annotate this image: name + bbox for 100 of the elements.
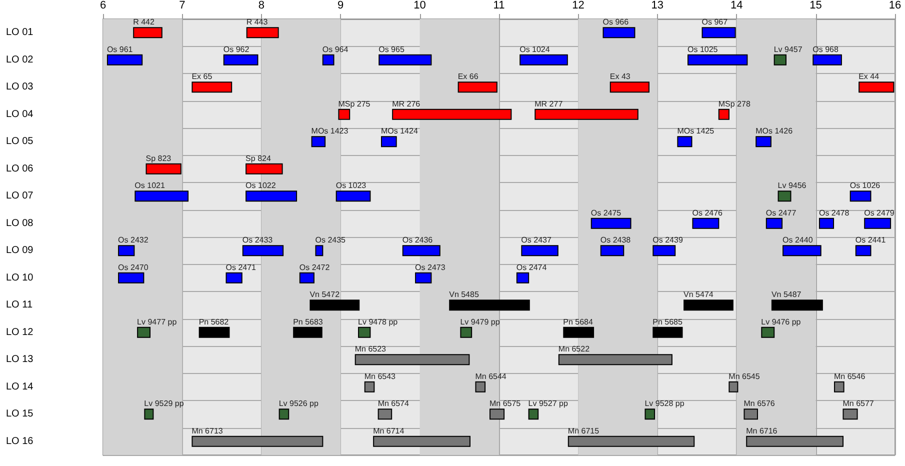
bar bbox=[516, 272, 530, 284]
data-label: Os 2474 bbox=[516, 262, 548, 272]
data-label: R 443 bbox=[246, 18, 268, 27]
bar bbox=[336, 190, 371, 202]
data-label: Os 962 bbox=[223, 44, 250, 54]
data-label: Os 2437 bbox=[521, 236, 552, 245]
data-label: Os 2473 bbox=[415, 262, 446, 272]
bar bbox=[338, 108, 350, 120]
x-tick-label: 13 bbox=[651, 0, 664, 12]
data-label: Os 2471 bbox=[226, 262, 257, 272]
bar bbox=[855, 245, 872, 256]
data-label: Sp 823 bbox=[146, 154, 172, 163]
y-tick-label: LO 14 bbox=[6, 381, 34, 392]
bar bbox=[134, 190, 189, 202]
data-label: Os 2436 bbox=[402, 236, 434, 245]
bar bbox=[521, 245, 558, 256]
data-label: Ex 65 bbox=[192, 72, 213, 82]
data-label: Mn 6713 bbox=[192, 426, 224, 436]
data-label: Lv 9526 pp bbox=[278, 399, 319, 408]
y-tick-label: LO 10 bbox=[6, 272, 34, 284]
bar bbox=[322, 54, 334, 66]
bar bbox=[520, 54, 568, 66]
bar bbox=[774, 54, 786, 66]
data-label: MOs 1424 bbox=[380, 126, 418, 136]
data-label: Os 2432 bbox=[118, 236, 149, 245]
bar bbox=[850, 190, 872, 202]
x-tick-label: 8 bbox=[258, 0, 264, 12]
data-label: Os 1022 bbox=[246, 181, 276, 190]
data-label: Os 1024 bbox=[520, 44, 550, 54]
data-label: MOs 1425 bbox=[677, 126, 715, 136]
bar bbox=[818, 218, 834, 229]
data-label: Mn 6546 bbox=[834, 372, 866, 381]
data-label: Mn 6576 bbox=[744, 399, 776, 408]
bar bbox=[602, 27, 636, 38]
data-label: Mn 6716 bbox=[746, 426, 778, 436]
data-label: Os 2439 bbox=[652, 236, 684, 245]
x-tick-label: 11 bbox=[493, 0, 505, 12]
bar bbox=[315, 245, 324, 256]
y-tick-label: LO 02 bbox=[6, 54, 34, 66]
data-label: Os 2477 bbox=[766, 208, 797, 218]
y-tick-label: LO 03 bbox=[6, 82, 34, 93]
data-label: MOs 1426 bbox=[756, 126, 794, 136]
bar bbox=[702, 27, 736, 38]
data-label: Os 2470 bbox=[118, 262, 149, 272]
data-label: Vn 5472 bbox=[310, 290, 340, 300]
bar bbox=[692, 218, 720, 229]
data-label: Os 2440 bbox=[782, 236, 814, 245]
data-label: Os 2475 bbox=[590, 208, 622, 218]
bar bbox=[380, 136, 397, 148]
data-label: Pn 5685 bbox=[652, 317, 684, 326]
data-label: Os 964 bbox=[322, 44, 349, 54]
y-tick-label: LO 12 bbox=[6, 326, 34, 338]
bar bbox=[756, 136, 772, 148]
bar bbox=[146, 163, 182, 174]
data-label: Mn 6574 bbox=[378, 399, 410, 408]
bar bbox=[299, 272, 314, 284]
bar bbox=[118, 272, 144, 284]
data-label: Os 2438 bbox=[600, 236, 632, 245]
data-label: Os 2441 bbox=[855, 236, 886, 245]
bar bbox=[192, 82, 232, 93]
data-label: Os 2472 bbox=[299, 262, 330, 272]
bar bbox=[223, 54, 258, 66]
bar bbox=[402, 245, 440, 256]
bar bbox=[687, 54, 748, 66]
y-tick-label: LO 15 bbox=[6, 408, 34, 420]
data-label: Os 1025 bbox=[687, 44, 718, 54]
data-label: Sp 824 bbox=[246, 154, 272, 163]
bar bbox=[246, 190, 298, 202]
bar bbox=[392, 108, 512, 120]
data-label: Vn 5474 bbox=[684, 290, 714, 300]
bar bbox=[226, 272, 242, 284]
y-tick-label: LO 05 bbox=[6, 136, 34, 148]
data-label: MSp 275 bbox=[338, 99, 371, 108]
data-label: Os 1023 bbox=[336, 181, 367, 190]
data-label: Vn 5485 bbox=[449, 290, 480, 300]
bar bbox=[242, 245, 284, 256]
data-label: Lv 9529 pp bbox=[144, 399, 184, 408]
data-label: Lv 9457 bbox=[774, 44, 803, 54]
y-tick-label: LO 11 bbox=[6, 300, 33, 311]
y-tick-label: LO 16 bbox=[6, 436, 34, 447]
bar bbox=[118, 245, 135, 256]
data-label: Ex 66 bbox=[458, 72, 479, 82]
y-tick-label: LO 07 bbox=[6, 190, 34, 202]
bar bbox=[106, 54, 143, 66]
data-label: R 442 bbox=[133, 18, 155, 27]
bar bbox=[600, 245, 624, 256]
bar bbox=[458, 82, 498, 93]
data-label: Os 967 bbox=[702, 18, 728, 27]
data-label: Mn 6522 bbox=[558, 344, 590, 354]
data-label: Os 1021 bbox=[134, 181, 166, 190]
x-tick-label: 9 bbox=[338, 0, 344, 12]
bar bbox=[246, 27, 279, 38]
bar bbox=[610, 82, 650, 93]
data-label: Os 965 bbox=[378, 44, 405, 54]
data-label: Mn 6544 bbox=[475, 372, 507, 381]
data-label: Mn 6543 bbox=[364, 372, 396, 381]
data-label: Mn 6523 bbox=[354, 344, 387, 354]
data-label: Lv 9479 pp bbox=[460, 317, 500, 326]
data-label: Mn 6577 bbox=[842, 399, 874, 408]
x-tick-label: 6 bbox=[100, 0, 106, 12]
